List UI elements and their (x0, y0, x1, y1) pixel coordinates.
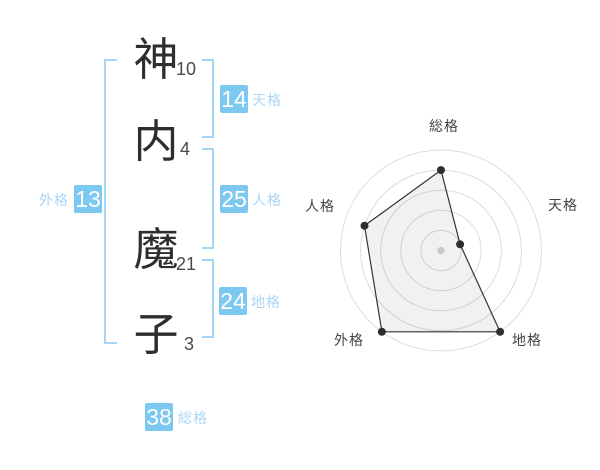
stroke-count-1: 10 (176, 59, 197, 79)
gaikaku-label: 外格 (39, 192, 69, 208)
data-point (456, 240, 465, 249)
chikaku-bracket (202, 259, 214, 338)
tenkaku-label: 天格 (252, 92, 282, 108)
jinkaku-bracket (202, 148, 214, 249)
center-dot (437, 246, 445, 255)
jinkaku-label: 人格 (252, 192, 282, 208)
grid-ring (340, 149, 542, 352)
name-character-2: 内 (133, 116, 179, 167)
name-character-4: 子 (133, 309, 179, 360)
axis-label: 人格 (305, 198, 335, 214)
soukaku-label: 総格 (178, 410, 208, 426)
gaikaku-value-badge: 13 (74, 185, 102, 213)
data-point (437, 166, 445, 175)
axis-label: 天格 (548, 197, 578, 213)
axis-label: 外格 (334, 332, 364, 348)
data-polygon (363, 169, 502, 333)
grid-ring (380, 189, 502, 312)
jinkaku-value-badge: 25 (220, 185, 248, 213)
grid-ring (420, 229, 462, 272)
grid-ring (400, 209, 482, 292)
axis-label: 地格 (512, 332, 542, 348)
stroke-count-3: 21 (176, 254, 197, 274)
chikaku-value-badge: 24 (219, 287, 247, 315)
name-character-1: 神 (133, 34, 179, 85)
data-point (360, 221, 369, 230)
stroke-count-4: 3 (184, 334, 195, 354)
soukaku-value-badge: 38 (145, 403, 173, 431)
data-point (496, 327, 505, 336)
data-point (377, 327, 386, 336)
name-character-3: 魔 (133, 224, 179, 275)
gaikaku-bracket (104, 59, 117, 344)
tenkaku-value-badge: 14 (220, 85, 248, 113)
axis-label: 総格 (429, 118, 459, 134)
chikaku-label: 地格 (251, 294, 281, 310)
stroke-count-2: 4 (180, 139, 191, 159)
tenkaku-bracket (202, 59, 214, 138)
